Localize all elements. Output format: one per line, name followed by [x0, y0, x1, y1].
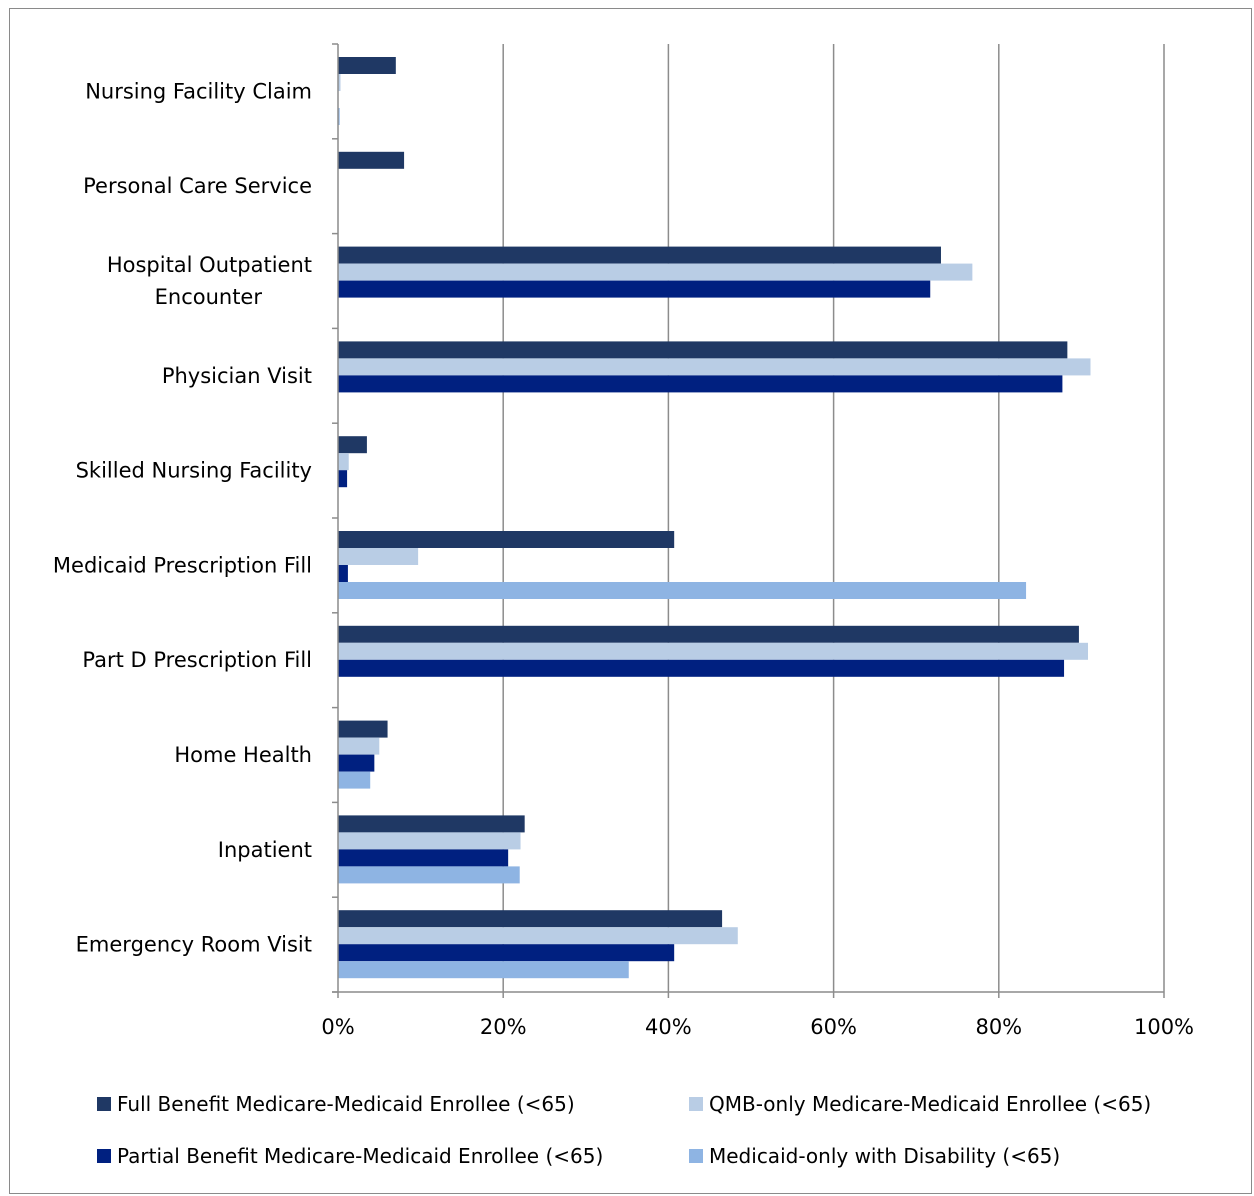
bar [338, 944, 675, 962]
bar [338, 659, 1065, 677]
category-label: Emergency Room Visit [76, 933, 312, 957]
bar [338, 961, 629, 979]
bar [338, 375, 1063, 393]
bar [338, 280, 931, 298]
bar [338, 720, 388, 738]
category-label: Home Health [174, 743, 312, 767]
bar [338, 910, 723, 928]
bar [338, 436, 367, 454]
bar [338, 866, 520, 884]
bar [338, 246, 941, 264]
legend-swatch [689, 1097, 703, 1111]
x-tick-label: 20% [480, 1015, 527, 1039]
bar [338, 642, 1089, 660]
bar [338, 625, 1079, 643]
bar [338, 74, 341, 91]
category-label: Hospital Outpatient Encounter [107, 253, 312, 309]
bar [338, 263, 973, 281]
x-tick-label: 40% [645, 1015, 692, 1039]
legend-swatch [689, 1149, 703, 1163]
bar [338, 832, 521, 850]
category-label: Nursing Facility Claim [85, 79, 312, 103]
bar [338, 754, 375, 772]
legend-label: Partial Benefit Medicare-Medicaid Enroll… [117, 1144, 604, 1168]
x-tick-label: 80% [975, 1015, 1022, 1039]
chart-frame [9, 8, 1252, 1194]
bar [338, 358, 1091, 376]
bar [338, 582, 1027, 599]
legend-item: Medicaid-only with Disability (<65) [689, 1144, 1060, 1168]
category-label-line: Encounter [155, 285, 263, 309]
bar [338, 57, 396, 74]
legend-item: QMB-only Medicare-Medicaid Enrollee (<65… [689, 1092, 1151, 1116]
category-label: Physician Visit [162, 364, 312, 388]
bar [338, 927, 738, 945]
category-label: Personal Care Service [83, 174, 312, 198]
bar [338, 849, 509, 867]
category-label-line: Hospital Outpatient [107, 253, 312, 277]
category-label: Part D Prescription Fill [82, 648, 312, 672]
category-label: Medicaid Prescription Fill [53, 553, 312, 577]
bar [338, 565, 348, 582]
legend-item: Full Benefit Medicare-Medicaid Enrollee … [97, 1092, 575, 1116]
bar [338, 341, 1068, 359]
x-tick-label: 100% [1134, 1015, 1194, 1039]
bar [338, 815, 525, 833]
x-tick-label: 60% [810, 1015, 857, 1039]
bar [338, 548, 419, 565]
bar [338, 108, 340, 125]
legend-swatch [97, 1097, 111, 1111]
legend-item: Partial Benefit Medicare-Medicaid Enroll… [97, 1144, 603, 1168]
x-tick-label: 0% [321, 1015, 354, 1039]
category-label: Skilled Nursing Facility [76, 459, 312, 483]
legend-label: QMB-only Medicare-Medicaid Enrollee (<65… [709, 1092, 1152, 1116]
bar [338, 737, 380, 755]
legend-label: Full Benefit Medicare-Medicaid Enrollee … [117, 1092, 575, 1116]
bar [338, 470, 348, 488]
bar [338, 531, 675, 548]
bar [338, 771, 371, 789]
legend-swatch [97, 1149, 111, 1163]
category-label: Inpatient [218, 838, 312, 862]
bar [338, 453, 349, 471]
legend-label: Medicaid-only with Disability (<65) [709, 1144, 1061, 1168]
bar [338, 151, 405, 169]
